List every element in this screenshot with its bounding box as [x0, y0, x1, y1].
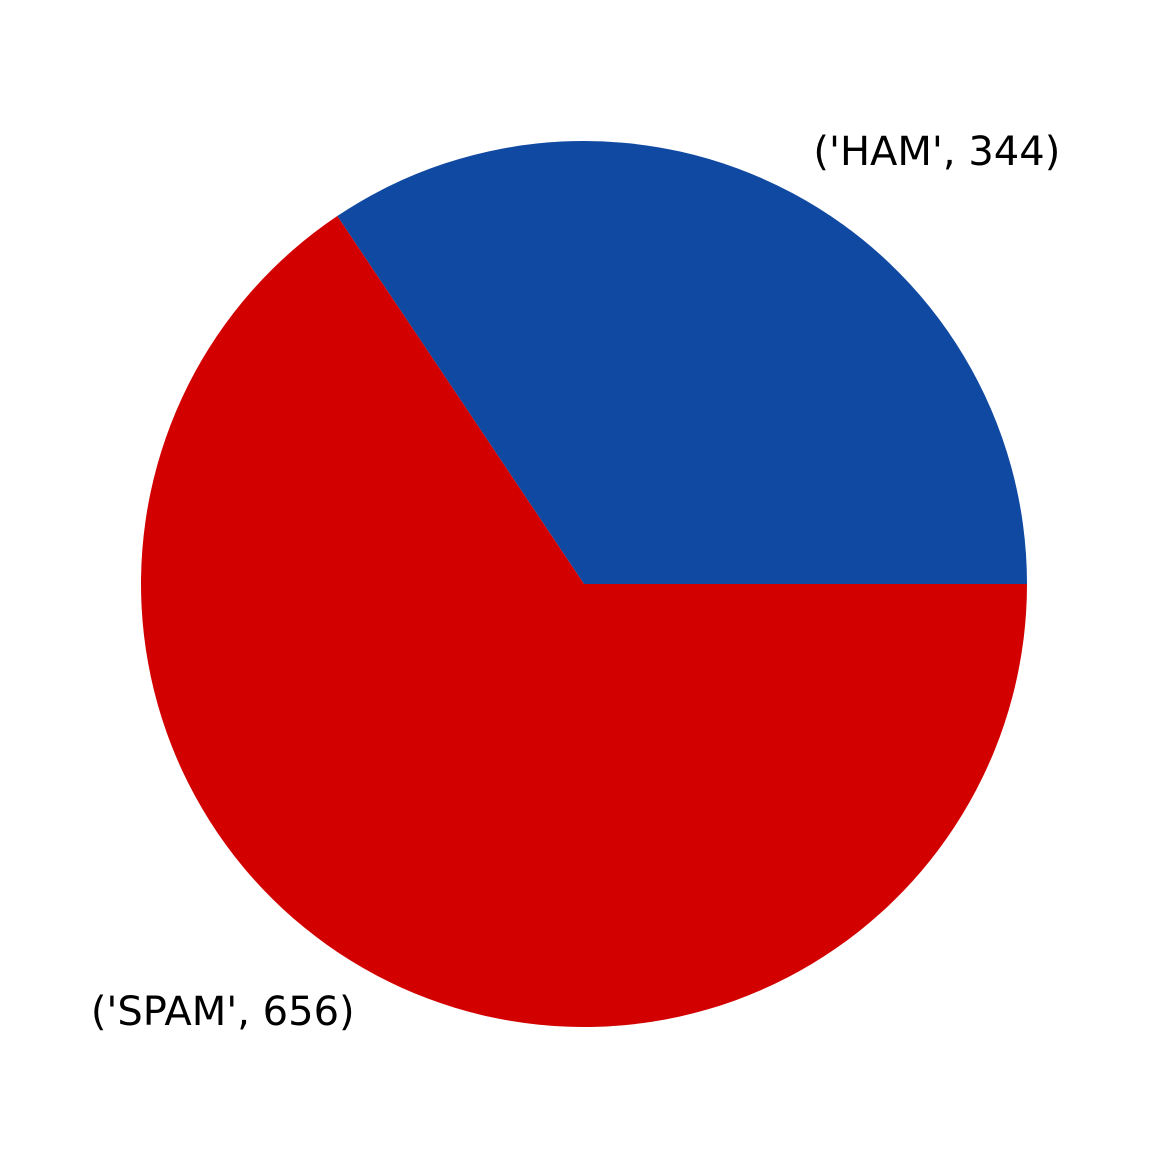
- pie-labels: ('HAM', 344) ('SPAM', 656): [91, 129, 1060, 1035]
- pie-slices: [141, 140, 1028, 1027]
- slice-label: ('SPAM', 656): [91, 989, 355, 1035]
- slice-label: ('HAM', 344): [813, 129, 1060, 175]
- pie-slice: [141, 216, 1027, 1027]
- pie-slice: [337, 140, 1028, 584]
